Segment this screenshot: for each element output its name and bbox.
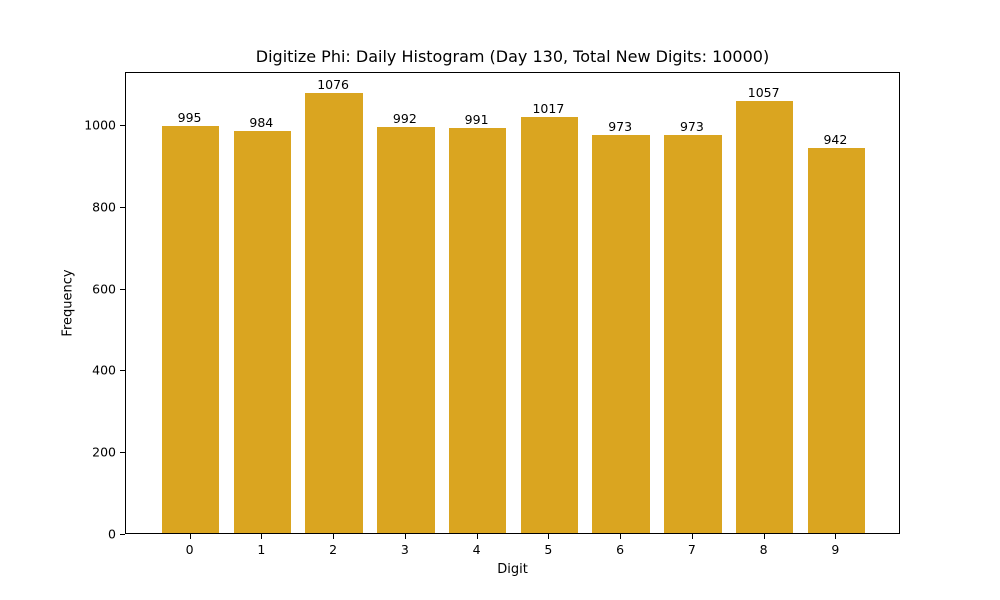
bar-value-label: 1017 [532,101,565,117]
bar-value-label: 1057 [747,84,780,100]
x-tick-label: 6 [616,542,625,557]
bar-digit-8 [735,100,794,533]
y-tick-label: 200 [92,444,116,460]
y-tick [120,288,125,290]
bar-digit-1 [233,130,292,533]
x-tick-label: 3 [400,542,409,557]
x-tick [189,534,191,539]
bar-value-label: 942 [823,131,848,147]
y-tick-label: 1000 [84,117,116,133]
x-tick [763,534,765,539]
x-tick-label: 5 [544,542,553,557]
bar-value-label: 991 [464,111,489,127]
bar-digit-5 [520,117,579,533]
x-tick [691,534,693,539]
y-tick-label: 800 [92,199,116,215]
x-tick-label: 4 [472,542,481,557]
y-tick [120,125,125,127]
bar-value-label: 992 [392,111,417,127]
bar-value-label: 973 [679,119,704,135]
y-tick-label: 0 [108,526,116,542]
bar-digit-9 [807,147,866,533]
x-axis-label: Digit [497,562,528,577]
x-tick [548,534,550,539]
y-tick [120,452,125,454]
x-tick-label: 8 [759,542,768,557]
x-tick-label: 1 [257,542,266,557]
bar-digit-3 [377,127,435,533]
x-tick [404,534,406,539]
x-tick-label: 0 [185,542,194,557]
plot-area [125,72,900,534]
bar-value-label: 1076 [317,77,349,93]
x-tick [835,534,837,539]
bar-value-label: 984 [249,114,274,130]
y-tick-label: 400 [92,362,116,378]
chart-title: Digitize Phi: Daily Histogram (Day 130, … [255,47,770,66]
bar-digit-4 [448,127,507,533]
x-tick [620,534,622,539]
bar-value-label: 995 [177,110,202,126]
y-tick [120,534,125,535]
bar-digit-2 [305,93,363,533]
x-tick [476,534,478,539]
bar-digit-7 [664,135,722,533]
bar-digit-6 [592,135,650,533]
x-tick [333,534,335,539]
y-tick [120,370,125,372]
x-tick-label: 9 [831,542,840,557]
x-tick [261,534,263,539]
y-axis-label: Frequency [60,269,76,337]
bar-digit-0 [161,126,220,533]
x-tick-label: 2 [329,542,338,557]
y-tick [120,206,125,208]
bar-value-label: 973 [608,119,633,135]
x-tick-label: 7 [687,542,696,557]
y-tick-label: 600 [92,281,116,297]
